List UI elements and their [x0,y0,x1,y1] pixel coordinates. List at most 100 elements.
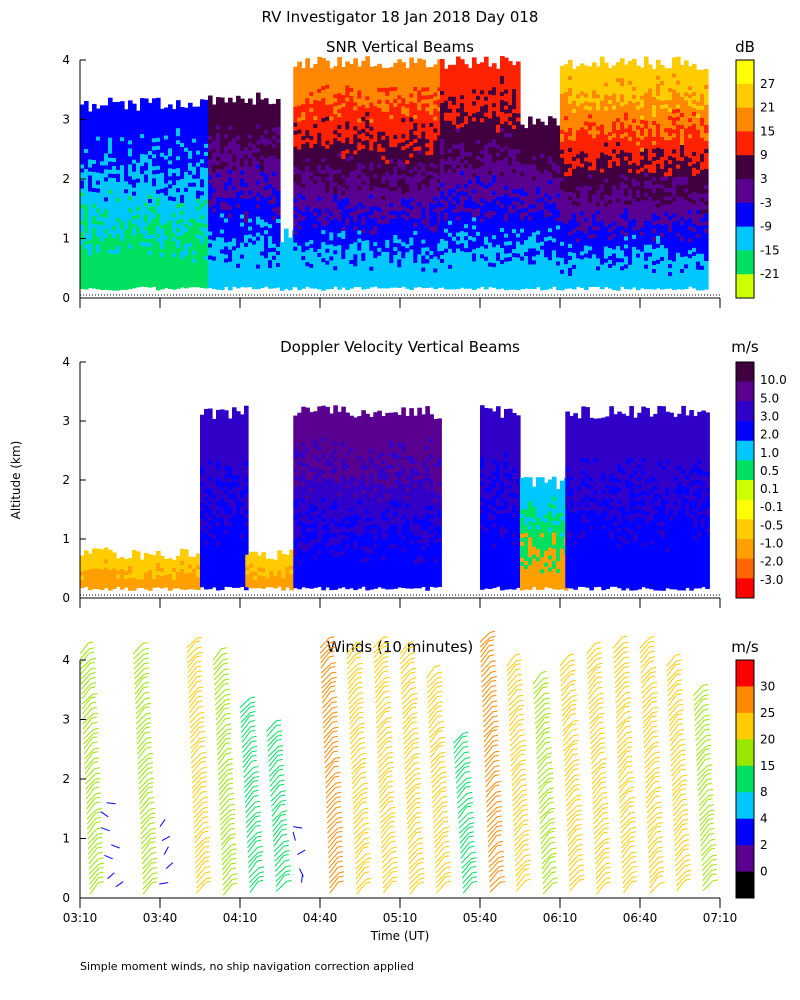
heatmap-cell [112,230,117,235]
heatmap-cell [321,266,326,271]
heatmap-cell [240,138,245,144]
heatmap-cell [176,204,181,209]
heatmap-cell [377,99,382,105]
heatmap-cell [120,113,125,118]
heatmap-cell [256,140,261,146]
heatmap-cell [256,148,261,154]
heatmap-cell [192,262,197,268]
heatmap-cell [472,225,477,230]
heatmap-cell [429,243,434,248]
heatmap-cell [220,213,225,219]
heatmap-cell [293,134,298,140]
heatmap-cell [156,217,161,223]
heatmap-cell [248,158,253,164]
heatmap-cell [337,265,342,270]
heatmap-cell [192,170,197,176]
heatmap-cell [252,140,257,146]
heatmap-cell [160,280,165,286]
heatmap-cell [373,278,378,283]
heatmap-cell [132,259,137,265]
heatmap-cell [248,162,253,168]
heatmap-cell [244,186,249,192]
heatmap-cell [456,256,461,262]
heatmap-cell [397,251,402,256]
heatmap-cell [132,243,137,249]
heatmap-cell [317,164,322,170]
heatmap-cell [280,274,285,279]
heatmap-cell [409,185,414,191]
heatmap-cell [365,136,370,141]
heatmap-cell [325,96,330,102]
heatmap-cell [421,271,426,277]
heatmap-cell [381,95,386,101]
heatmap-cell [172,261,177,266]
heatmap-cell [248,154,253,160]
heatmap-cell [212,104,217,110]
heatmap-cell [397,115,402,120]
heatmap-cell [220,157,225,163]
heatmap-cell [104,253,109,258]
heatmap-cell [128,132,133,137]
heatmap-cell [317,268,322,274]
heatmap-cell [204,223,209,229]
heatmap-cell [136,230,141,236]
heatmap-cell [417,210,422,215]
heatmap-cell [148,103,153,108]
heatmap-cell [349,256,354,261]
heatmap-cell [80,212,85,218]
heatmap-cell [100,205,105,210]
heatmap-cell [272,267,277,273]
heatmap-cell [321,174,326,179]
heatmap-cell [305,106,310,111]
heatmap-cell [337,117,342,122]
heatmap-cell [361,240,366,246]
heatmap-cell [108,109,113,115]
heatmap-cell [417,126,422,131]
heatmap-cell [272,223,277,229]
heatmap-cell [152,194,157,199]
heatmap-cell [224,154,229,160]
heatmap-cell [160,156,165,162]
heatmap-cell [236,139,241,145]
heatmap-cell [293,70,298,76]
heatmap-cell [309,99,314,105]
heatmap-cell [313,80,318,85]
heatmap-cell [433,172,438,178]
heatmap-cell [156,161,161,167]
heatmap-cell [168,248,173,253]
heatmap-cell [476,119,481,125]
heatmap-cell [409,261,414,267]
heatmap-cell [208,155,213,161]
heatmap-cell [313,152,318,157]
heatmap-cell [293,198,298,204]
heatmap-cell [160,116,165,122]
heatmap-cell [472,233,477,238]
heatmap-cell [476,95,481,101]
heatmap-cell [452,116,457,122]
heatmap-cell [192,142,197,148]
heatmap-cell [264,142,269,147]
heatmap-cell [92,128,97,133]
heatmap-cell [180,267,185,272]
heatmap-cell [357,134,362,140]
heatmap-cell [305,66,310,71]
heatmap-cell [357,250,362,256]
heatmap-cell [240,158,245,164]
heatmap-cell [252,152,257,158]
heatmap-cell [172,149,177,154]
heatmap-cell [337,173,342,178]
heatmap-cell [417,246,422,251]
heatmap-cell [397,59,402,64]
heatmap-cell [216,245,221,250]
heatmap-cell [248,110,253,116]
heatmap-cell [397,91,402,96]
heatmap-cell [397,75,402,80]
heatmap-cell [357,170,362,176]
heatmap-cell [152,218,157,223]
heatmap-cell [448,240,453,246]
heatmap-cell [345,97,350,103]
heatmap-cell [349,184,354,189]
heatmap-cell [425,155,430,160]
heatmap-cell [373,114,378,119]
heatmap-cell [452,156,457,162]
